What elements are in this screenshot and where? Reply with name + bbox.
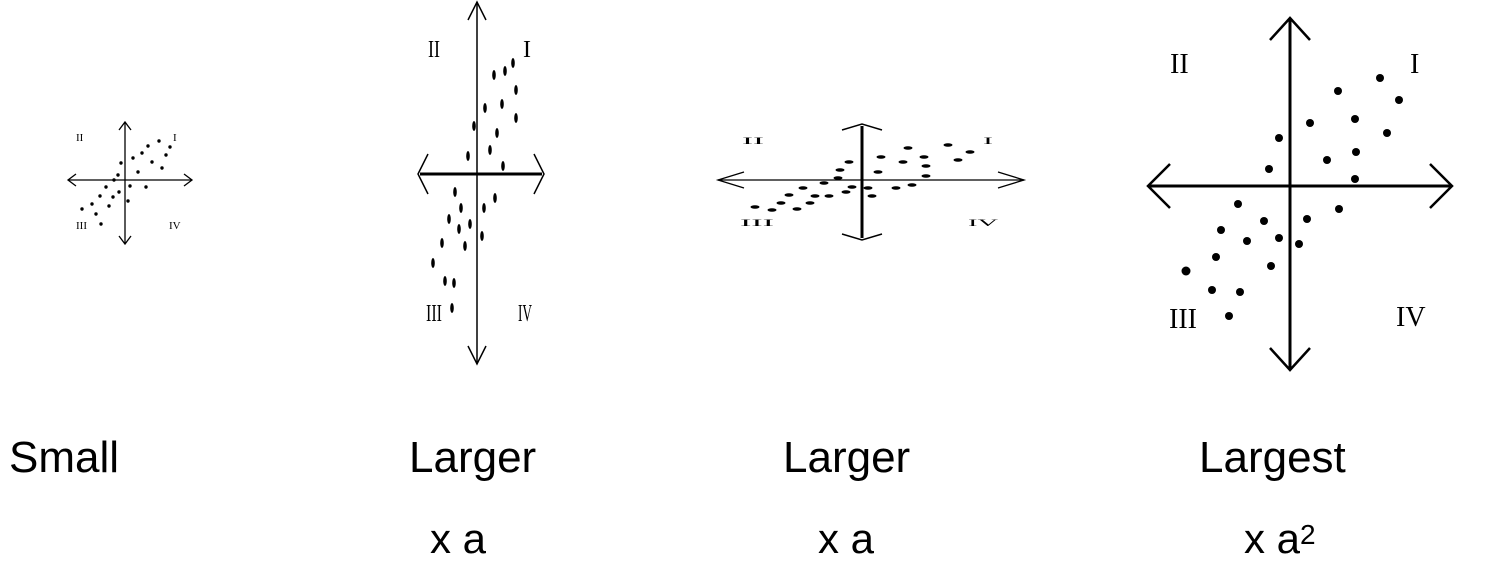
multiplier-panel-4: x a2 [1244,518,1316,560]
arrow-up-icon [467,0,487,21]
arrow-up-icon [118,120,132,131]
caption-larger-horizontal: Larger [783,433,911,482]
multiplier-panel-3: x a [818,515,875,562]
quadrant-label-ii: II [742,136,765,146]
arrow-down-icon [118,235,132,246]
quadrant-label-iii: III [1169,304,1197,335]
quadrant-label-i: I [173,132,177,144]
quadrant-label-ii: II [428,37,440,63]
multiplier-panel-2: x a [430,515,487,562]
quadrant-label-iv: IV [518,301,532,327]
quadrant-label-i: I [1410,49,1419,80]
caption-largest: Largest [1199,433,1346,482]
quadrant-label-iv: IV [169,220,181,232]
arrow-left-icon [1146,163,1171,209]
arrow-right-icon [997,171,1027,189]
arrow-right-icon [1429,163,1454,209]
panel-small: II I III IV [66,120,194,246]
quadrant-label-i: I [523,37,531,63]
arrow-up-icon [841,123,883,131]
arrow-down-icon [1269,347,1311,372]
caption-larger-vertical: Larger [409,433,537,482]
arrow-right-icon [183,173,194,187]
data-points [80,139,172,226]
arrow-down-icon [841,233,883,241]
quadrant-label-ii: II [76,132,84,144]
multiplier-exponent: 2 [1300,519,1316,550]
quadrant-label-iii: III [76,220,87,232]
panel-larger-vertical: II I III IV [417,0,545,366]
quadrant-label-ii: II [1170,49,1189,80]
data-points [1181,74,1403,320]
multiplier-base: x a [1244,515,1301,562]
arrow-left-icon [66,173,77,187]
data-points [750,143,975,212]
caption-small: Small [9,433,120,482]
quadrant-label-iv: IV [1396,302,1426,333]
quadrant-label-iv: IV [968,218,999,228]
data-points [431,58,518,313]
arrow-left-icon [417,153,429,195]
arrow-left-icon [715,171,745,189]
arrow-up-icon [1269,16,1311,41]
quadrant-label-iii: III [426,301,442,327]
arrow-right-icon [533,153,545,195]
arrow-down-icon [467,345,487,366]
quadrant-label-i: I [983,136,994,146]
panel-largest: II I III IV [1146,16,1454,372]
panel-larger-horizontal: II I III IV [715,123,1027,241]
quadrant-label-iii: III [740,218,775,228]
